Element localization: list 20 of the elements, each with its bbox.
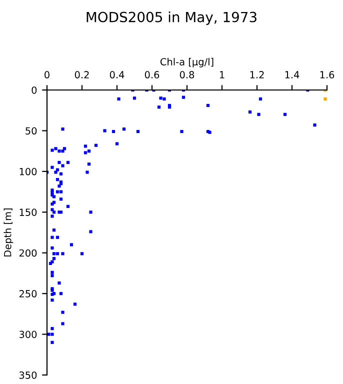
- x-tick-label: 1.2: [250, 71, 264, 78]
- x-tick-label: 0: [44, 71, 50, 78]
- x-tick-label: 0.2: [74, 71, 89, 78]
- x-tick-label: 0.8: [180, 71, 194, 78]
- x-tick-label: 1.4: [285, 71, 300, 78]
- chart-title: MODS2005 in May, 1973: [86, 12, 256, 25]
- y-tick-label: 350: [19, 371, 37, 379]
- x-axis-title: Chl-a [µg/l]: [160, 58, 214, 68]
- y-tick-label: 0: [32, 86, 37, 94]
- y-tick-label: 250: [19, 290, 37, 298]
- x-tick-label: 0.4: [110, 71, 124, 78]
- y-tick-label: 150: [20, 208, 37, 216]
- y-axis-title: Depth [m]: [4, 208, 14, 256]
- x-tick-label: 1: [220, 71, 224, 78]
- y-tick-label: 300: [19, 330, 37, 338]
- x-tick-label: 1.6: [320, 71, 334, 78]
- y-tick-label: 200: [19, 249, 37, 257]
- y-tick-label: 50: [26, 127, 37, 135]
- x-tick-label: 0.6: [144, 71, 160, 78]
- y-tick-label: 100: [20, 168, 37, 176]
